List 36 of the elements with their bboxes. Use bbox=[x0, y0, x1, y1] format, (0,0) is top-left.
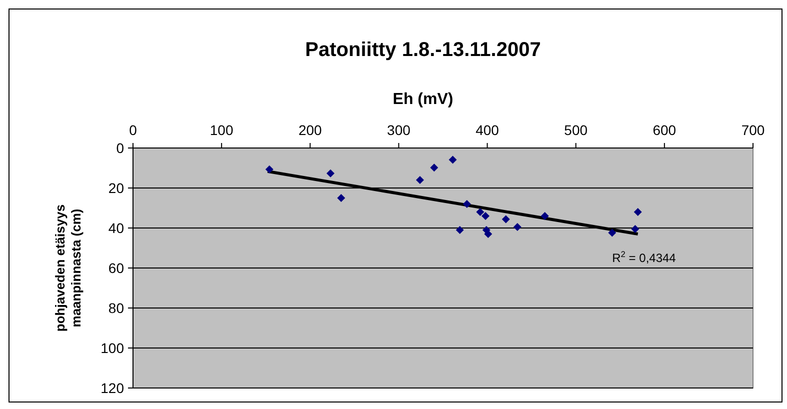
y-tick-label: 80 bbox=[108, 300, 124, 316]
y-tick-label: 20 bbox=[108, 180, 124, 196]
y-axis-title: pohjaveden etäisyys maanpinnasta (cm) bbox=[52, 204, 84, 332]
point bbox=[482, 212, 490, 220]
point bbox=[608, 228, 616, 237]
x-tick-label: 200 bbox=[298, 122, 322, 138]
point bbox=[634, 208, 642, 216]
point bbox=[513, 223, 522, 231]
point bbox=[484, 230, 492, 238]
point bbox=[462, 200, 471, 208]
x-tick-label: 300 bbox=[387, 122, 411, 138]
point bbox=[502, 215, 510, 224]
point bbox=[326, 169, 335, 178]
y-tick-label: 100 bbox=[100, 340, 124, 356]
x-tick-label: 0 bbox=[129, 122, 138, 138]
point bbox=[416, 176, 424, 184]
chart-title: Patoniitty 1.8.-13.11.2007 bbox=[305, 39, 541, 61]
point bbox=[448, 156, 457, 164]
x-tick-label: 600 bbox=[652, 122, 676, 138]
y-tick-label: 60 bbox=[108, 260, 124, 276]
point bbox=[631, 225, 640, 233]
y-tick-label: 0 bbox=[116, 140, 124, 156]
y-tick-label: 40 bbox=[108, 220, 124, 236]
x-tick-label: 700 bbox=[741, 122, 765, 138]
point bbox=[430, 164, 438, 172]
point bbox=[456, 226, 464, 234]
x-tick-label: 400 bbox=[476, 122, 500, 138]
y-tick-label: 120 bbox=[100, 380, 124, 396]
annotation: R$^{2}$ = 0,4344 bbox=[612, 249, 676, 265]
x-tick-label: 500 bbox=[564, 122, 588, 138]
point bbox=[337, 194, 346, 202]
point bbox=[540, 212, 549, 220]
x-axis-title: Eh (mV) bbox=[392, 91, 454, 108]
x-tick-label: 100 bbox=[210, 122, 234, 138]
point bbox=[476, 208, 484, 216]
point bbox=[265, 165, 274, 174]
